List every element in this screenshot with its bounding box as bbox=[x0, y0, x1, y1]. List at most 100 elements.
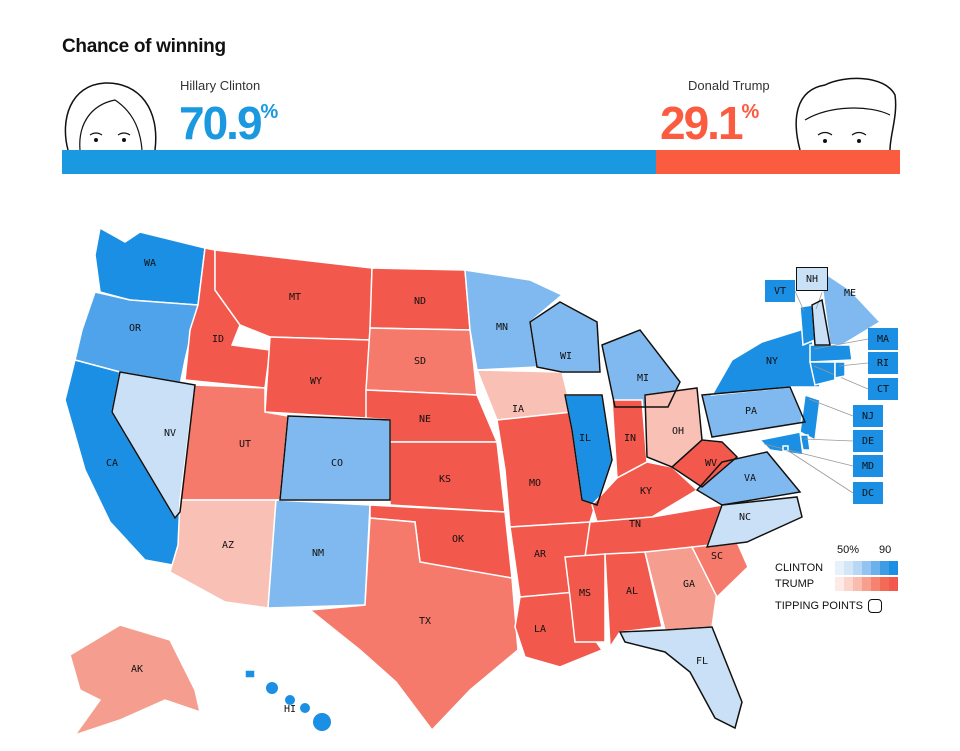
callout-line bbox=[813, 338, 869, 350]
clinton-portrait bbox=[64, 82, 157, 150]
trump-probability-value: 29.1 bbox=[660, 97, 744, 149]
state-label: AK bbox=[131, 664, 143, 675]
state-label: MI bbox=[637, 373, 649, 384]
state-label: VA bbox=[744, 473, 756, 484]
state-label: TN bbox=[629, 519, 641, 530]
tipping-point-outline bbox=[111, 371, 196, 520]
state-box-dc[interactable]: DC bbox=[853, 482, 883, 504]
legend-swatch bbox=[889, 577, 898, 591]
trump-probability: 29.1% bbox=[660, 100, 759, 146]
hawaii-island[interactable] bbox=[313, 713, 331, 731]
state-label: MT bbox=[289, 292, 301, 303]
state-label: ID bbox=[212, 334, 224, 345]
state-label: AZ bbox=[222, 540, 234, 551]
state-label: MO bbox=[529, 478, 541, 489]
legend-swatch bbox=[880, 577, 889, 591]
state-label: FL bbox=[696, 656, 708, 667]
legend-swatch bbox=[871, 561, 880, 575]
chart-title: Chance of winning bbox=[62, 36, 226, 57]
state-box-ma[interactable]: MA bbox=[868, 328, 898, 350]
clinton-probability-bar bbox=[62, 150, 657, 174]
tipping-point-outline bbox=[705, 496, 803, 548]
legend-swatch bbox=[880, 561, 889, 575]
state-ia[interactable] bbox=[475, 369, 573, 421]
state-label: KS bbox=[439, 474, 451, 485]
hawaii-island[interactable] bbox=[266, 682, 278, 694]
state-box-vt[interactable]: VT bbox=[765, 280, 795, 302]
state-label: CA bbox=[106, 458, 118, 469]
legend-swatch bbox=[862, 561, 871, 575]
state-ct[interactable] bbox=[809, 361, 836, 386]
state-nj[interactable] bbox=[799, 394, 821, 442]
legend-swatch bbox=[844, 561, 853, 575]
hawaii-island[interactable] bbox=[285, 695, 295, 705]
clinton-probability: 70.9% bbox=[179, 100, 278, 146]
callout-line bbox=[794, 290, 805, 312]
state-label: OR bbox=[129, 323, 142, 334]
state-tx[interactable] bbox=[308, 517, 519, 732]
state-label: HI bbox=[284, 704, 296, 715]
state-label: CO bbox=[331, 458, 343, 469]
legend-swatch bbox=[889, 561, 898, 575]
clinton-probability-value: 70.9 bbox=[179, 97, 263, 149]
state-ms[interactable] bbox=[564, 553, 606, 643]
legend-swatch bbox=[853, 577, 862, 591]
state-box-md[interactable]: MD bbox=[853, 455, 883, 477]
tipping-point-outline bbox=[811, 298, 831, 346]
state-label: WV bbox=[705, 458, 717, 469]
state-label: ND bbox=[414, 296, 426, 307]
state-al[interactable] bbox=[604, 551, 663, 650]
tipping-point-outline bbox=[695, 451, 802, 506]
state-label: NE bbox=[419, 414, 431, 425]
tipping-point-outline bbox=[279, 415, 391, 501]
probability-bar bbox=[62, 150, 900, 174]
clinton-name: Hillary Clinton bbox=[180, 78, 261, 93]
state-md[interactable] bbox=[758, 431, 804, 456]
tipping-point-outline bbox=[670, 439, 739, 488]
state-label: UT bbox=[239, 439, 251, 450]
state-label: KY bbox=[640, 486, 652, 497]
legend-low-label: 50% bbox=[837, 544, 860, 556]
legend-clinton-label: CLINTON bbox=[775, 562, 824, 574]
state-box-de[interactable]: DE bbox=[853, 430, 883, 452]
state-box-nj[interactable]: NJ bbox=[853, 405, 883, 427]
legend: 50% 90 CLINTON TRUMP TIPPING POINTS bbox=[775, 544, 898, 614]
callout-line bbox=[838, 362, 869, 367]
state-label: IN bbox=[624, 433, 636, 444]
state-label: ME bbox=[844, 288, 856, 299]
state-label: PA bbox=[745, 406, 757, 417]
state-label: NY bbox=[766, 356, 778, 367]
state-label: MS bbox=[579, 588, 591, 599]
state-hi[interactable] bbox=[244, 669, 256, 679]
state-ma[interactable] bbox=[809, 344, 853, 363]
legend-swatch bbox=[871, 577, 880, 591]
callout-line bbox=[803, 438, 854, 442]
state-fl[interactable] bbox=[618, 626, 743, 730]
legend-swatch bbox=[835, 577, 844, 591]
state-ga[interactable] bbox=[644, 546, 718, 631]
hawaii-island[interactable] bbox=[300, 703, 310, 713]
clinton-percent-sign: % bbox=[260, 101, 279, 123]
state-label: GA bbox=[683, 579, 695, 590]
callout-line bbox=[808, 398, 854, 417]
state-label: NM bbox=[312, 548, 324, 559]
tipping-point-swatch bbox=[868, 599, 883, 613]
state-box-nh[interactable]: NH bbox=[796, 267, 828, 291]
legend-swatch bbox=[853, 561, 862, 575]
state-label: WY bbox=[310, 376, 322, 387]
state-label: NV bbox=[164, 428, 176, 439]
tipping-point-outline bbox=[564, 394, 613, 506]
legend-swatch bbox=[835, 561, 844, 575]
callout-line bbox=[786, 449, 854, 494]
state-ri[interactable] bbox=[834, 361, 846, 379]
legend-high-label: 90 bbox=[879, 544, 892, 556]
state-box-ri[interactable]: RI bbox=[868, 352, 898, 374]
state-label: OK bbox=[452, 534, 464, 545]
state-box-ct[interactable]: CT bbox=[868, 378, 898, 400]
trump-percent-sign: % bbox=[741, 101, 760, 123]
state-az[interactable] bbox=[169, 499, 277, 609]
state-ak[interactable] bbox=[69, 624, 202, 737]
state-label: IA bbox=[512, 404, 524, 415]
state-label: TX bbox=[419, 616, 431, 627]
